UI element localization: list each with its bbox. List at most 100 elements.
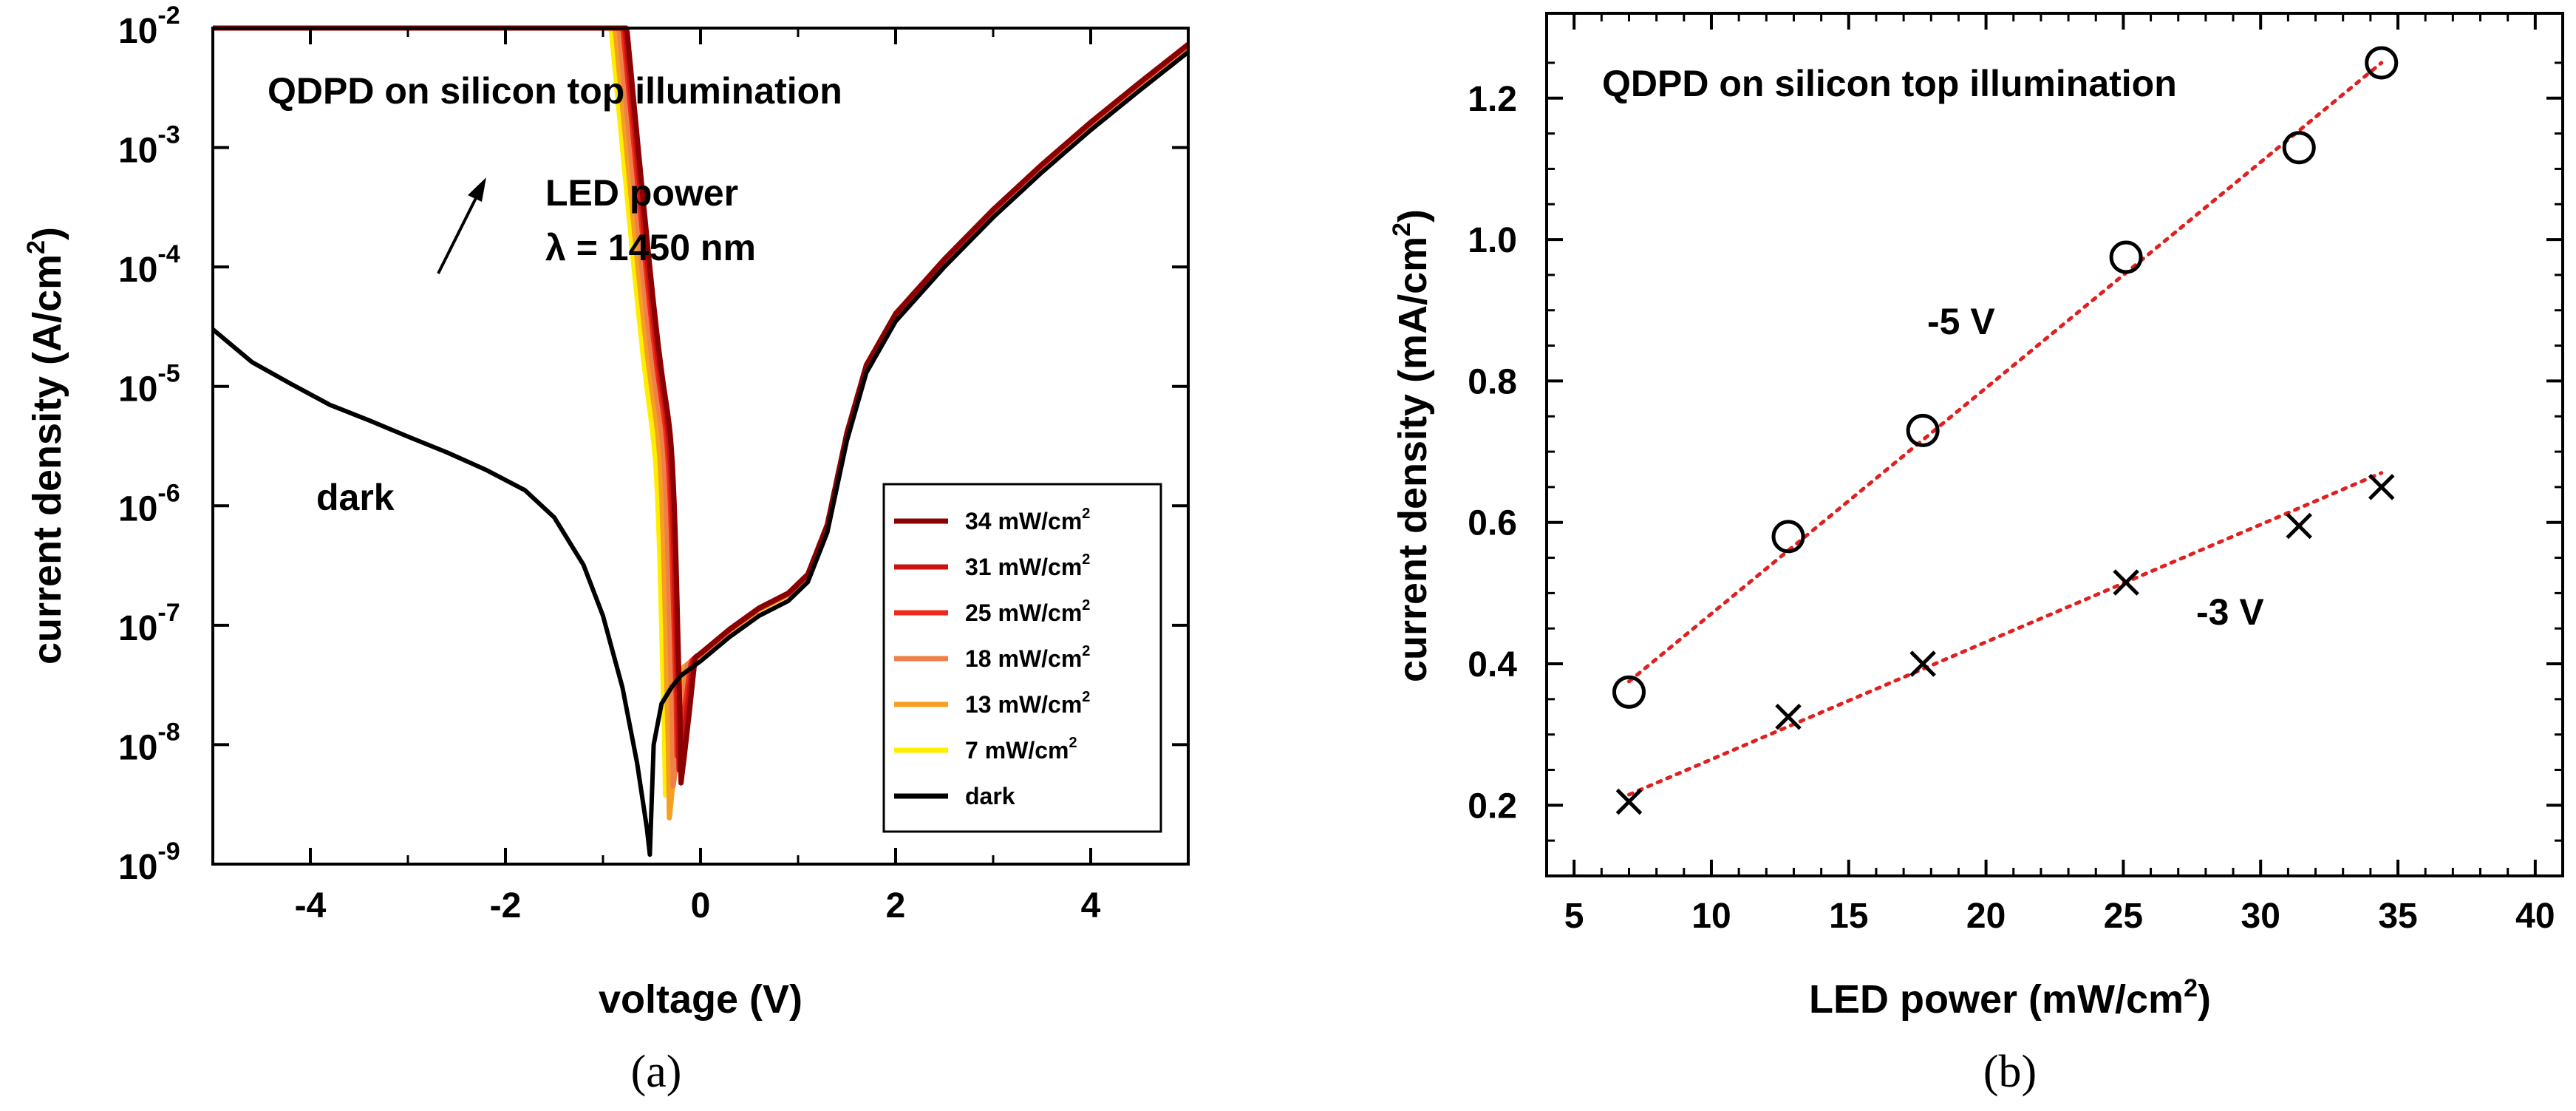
panel-a-x-tick-label: 2 <box>886 886 906 925</box>
panel-a-y-axis-label-sup: 2 <box>22 240 50 254</box>
panel-b-y-axis-label-sup: 2 <box>1388 222 1416 237</box>
panel-b-x-tick-label: 35 <box>2378 897 2417 936</box>
panel-a-y-tick-exp: -3 <box>157 121 180 149</box>
panel-a-y-tick-exp: -9 <box>157 838 180 866</box>
svg-text:current density (A/cm2): current density (A/cm2) <box>22 227 69 665</box>
panel-b-y-tick-label: 0.6 <box>1468 504 1517 543</box>
panel-a-y-tick-base: 10 <box>118 12 157 51</box>
point-x <box>2368 474 2395 500</box>
panel-a-x-tick-label: -2 <box>490 886 522 925</box>
panel-a-y-tick-exp: -5 <box>157 360 180 388</box>
panel-b-y-axis-label-end: ) <box>1391 209 1435 222</box>
panel-a-y-axis-label-text: current density (A/cm <box>25 254 69 665</box>
panel-a-y-tick-exp: -2 <box>157 1 180 30</box>
legend-label-sup: 2 <box>1082 597 1090 614</box>
panel-a-arrow <box>437 177 486 274</box>
panel-a-x-tick-label: -4 <box>295 886 327 925</box>
legend-label-sup: 2 <box>1069 735 1077 751</box>
point-circle <box>2365 46 2399 80</box>
legend-label-text: dark <box>965 783 1015 809</box>
panel-a-title: QDPD on silicon top illumination <box>268 70 842 112</box>
panel-b-x-tick-label: 10 <box>1691 897 1731 936</box>
panel-a-arrow-head <box>468 177 486 202</box>
panel-b-x-axis-label-sup: 2 <box>2184 974 2198 1002</box>
panel-b-chart: 5 10 15 20 25 30 35 40 0.2 0.4 0.6 0.8 1.0 1.2 QDPD … <box>1388 12 2564 1097</box>
point-x <box>1615 788 1643 815</box>
panel-b-y-tick-label: 0.4 <box>1468 645 1517 684</box>
panel-b-x-axis-label-text: LED power (mW/cm <box>1809 977 2184 1022</box>
legend-label: dark <box>965 783 1015 809</box>
point-x <box>2286 512 2313 540</box>
panel-a-y-tick-labels: 10-910-810-710-610-510-410-310-2 <box>118 1 180 887</box>
point-x <box>1775 704 1802 730</box>
panel-a-y-tick-base: 10 <box>118 848 157 887</box>
legend-label-text: 25 mW/cm <box>965 599 1082 626</box>
panel-b-fit-lines <box>1626 61 2384 797</box>
panel-b-y-axis-label-text: current density (mA/cm <box>1391 237 1435 682</box>
panel-b-data-points <box>1612 46 2399 815</box>
panel-a-led-power-label: LED power <box>545 172 738 214</box>
panel-a-y-tick-base: 10 <box>118 489 157 529</box>
panel-a-x-tick-label: 4 <box>1081 886 1101 925</box>
legend-label-text: 13 mW/cm <box>965 691 1082 718</box>
legend-label: 34 mW/cm2 <box>965 506 1090 534</box>
panel-b-x-tick-label: 40 <box>2515 897 2555 936</box>
panel-b-x-tick-label: 20 <box>1966 897 2006 936</box>
legend-label: 25 mW/cm2 <box>965 597 1090 626</box>
panel-b-y-tick-label: 0.8 <box>1468 362 1517 401</box>
legend-label-text: 7 mW/cm <box>965 737 1069 764</box>
legend-label-text: 18 mW/cm <box>965 645 1082 672</box>
panel-a-y-tick-label: 10-6 <box>118 479 180 529</box>
panel-a-y-tick-label: 10-9 <box>118 838 180 887</box>
point-x <box>1909 650 1936 677</box>
panel-a-dark-label: dark <box>316 477 395 518</box>
panel-a-label: (a) <box>631 1047 682 1097</box>
panel-b-series-label-minus5v: -5 V <box>1927 301 1995 342</box>
panel-a-y-tick-label: 10-7 <box>118 599 180 648</box>
point-circle <box>1771 520 1805 554</box>
panel-a-x-tick-label: 0 <box>691 886 711 925</box>
legend-label-text: 34 mW/cm <box>965 508 1082 534</box>
point-circle <box>1906 413 1940 447</box>
panel-a-y-tick-base: 10 <box>118 370 157 410</box>
panel-a-arrow-shaft <box>437 197 477 274</box>
legend-label-text: 31 mW/cm <box>965 554 1082 580</box>
panel-a-y-axis-label-end: ) <box>25 227 69 240</box>
legend-label-sup: 2 <box>1082 551 1090 568</box>
panel-b-x-axis-label: LED power (mW/cm2) <box>1809 974 2211 1022</box>
legend-label: 13 mW/cm2 <box>965 689 1090 718</box>
panel-a-y-tick-label: 10-2 <box>118 1 180 51</box>
panel-b-title: QDPD on silicon top illumination <box>1602 63 2177 104</box>
panel-b-y-tick-label: 0.2 <box>1468 786 1517 826</box>
legend-label: 31 mW/cm2 <box>965 551 1090 580</box>
panel-b-x-axis-label-end: ) <box>2198 977 2211 1022</box>
panel-a-ticks <box>211 27 1190 866</box>
panel-a-y-tick-base: 10 <box>118 132 157 171</box>
panel-a-y-tick-exp: -6 <box>157 479 180 507</box>
panel-b-series-label-minus3v: -3 V <box>2196 591 2264 633</box>
panel-b-x-tick-label: 30 <box>2241 897 2280 936</box>
panel-a-y-tick-exp: -7 <box>157 599 180 627</box>
panel-b-y-tick-label: 1.0 <box>1468 221 1517 260</box>
legend-label-sup: 2 <box>1082 689 1090 705</box>
legend-label: 7 mW/cm2 <box>965 735 1077 764</box>
panel-a-y-tick-label: 10-3 <box>118 121 180 171</box>
panel-b-x-tick-labels: 5 10 15 20 25 30 35 40 <box>1564 897 2555 936</box>
fit-line <box>1626 471 2384 797</box>
panel-b-ticks <box>1547 13 2563 876</box>
panel-a-y-tick-base: 10 <box>118 609 157 648</box>
point-circle <box>2109 240 2143 274</box>
panel-a-x-axis-label: voltage (V) <box>599 977 803 1022</box>
panel-b-x-tick-label: 25 <box>2104 897 2143 936</box>
legend-label: 18 mW/cm2 <box>965 643 1090 672</box>
panel-b-y-axis-label: current density (mA/cm2) <box>1388 209 1435 682</box>
panel-b-x-tick-label: 5 <box>1564 897 1584 936</box>
panel-b-plot-frame <box>1545 12 2564 877</box>
panel-a-y-tick-label: 10-8 <box>118 718 180 767</box>
panel-a-x-tick-labels: -4 -2 0 2 4 <box>295 886 1101 925</box>
panel-a-y-tick-base: 10 <box>118 728 157 767</box>
point-x <box>2113 569 2139 596</box>
panel-b-y-tick-labels: 0.2 0.4 0.6 0.8 1.0 1.2 <box>1468 80 1517 826</box>
panel-a-y-tick-exp: -8 <box>157 718 180 746</box>
